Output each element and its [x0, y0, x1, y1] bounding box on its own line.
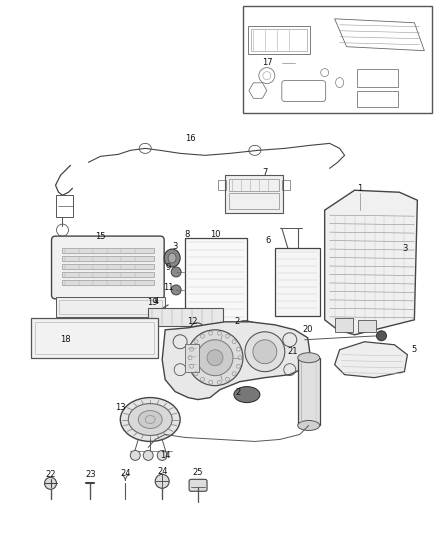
- Bar: [218, 180, 226, 190]
- Bar: [298, 358, 320, 425]
- Ellipse shape: [253, 340, 277, 364]
- Polygon shape: [325, 190, 417, 335]
- Text: 22: 22: [45, 470, 56, 479]
- Text: 16: 16: [185, 134, 195, 143]
- Bar: [357, 91, 399, 107]
- Text: 20: 20: [303, 325, 313, 334]
- Bar: [63, 264, 154, 269]
- Text: 3: 3: [403, 244, 408, 253]
- Ellipse shape: [171, 285, 181, 295]
- Ellipse shape: [157, 450, 167, 461]
- Ellipse shape: [130, 450, 140, 461]
- Bar: [357, 69, 399, 86]
- Bar: [225, 175, 283, 213]
- Bar: [229, 193, 279, 209]
- Ellipse shape: [155, 474, 169, 488]
- Text: 4: 4: [154, 297, 159, 306]
- Ellipse shape: [233, 321, 257, 335]
- Text: 10: 10: [210, 230, 220, 239]
- Bar: [251, 29, 307, 51]
- Bar: [229, 179, 279, 191]
- FancyBboxPatch shape: [189, 479, 207, 491]
- Text: 1: 1: [357, 184, 362, 193]
- Ellipse shape: [171, 267, 181, 277]
- Bar: [243, 6, 432, 114]
- Text: 7: 7: [262, 168, 268, 177]
- Bar: [63, 256, 154, 261]
- Text: 2: 2: [235, 388, 240, 397]
- Text: 11: 11: [163, 284, 173, 293]
- Bar: [357, 320, 375, 332]
- Text: 8: 8: [184, 230, 190, 239]
- Ellipse shape: [45, 478, 57, 489]
- Text: 5: 5: [412, 345, 417, 354]
- Bar: [185, 344, 199, 372]
- Ellipse shape: [138, 410, 162, 429]
- Text: 12: 12: [187, 317, 198, 326]
- Ellipse shape: [120, 398, 180, 441]
- Bar: [335, 318, 353, 332]
- Bar: [59, 300, 162, 314]
- Ellipse shape: [389, 249, 406, 267]
- Bar: [275, 248, 320, 316]
- Text: 24: 24: [120, 469, 131, 478]
- Ellipse shape: [298, 421, 320, 431]
- Bar: [185, 238, 247, 326]
- Ellipse shape: [143, 450, 153, 461]
- Bar: [148, 308, 223, 326]
- Polygon shape: [162, 322, 310, 400]
- Ellipse shape: [393, 253, 401, 263]
- Text: 17: 17: [262, 58, 273, 67]
- Ellipse shape: [377, 331, 386, 341]
- Polygon shape: [335, 342, 407, 378]
- Text: 18: 18: [60, 335, 71, 344]
- Text: 19: 19: [147, 298, 158, 308]
- Text: 21: 21: [287, 347, 298, 356]
- FancyBboxPatch shape: [52, 236, 164, 299]
- Text: 25: 25: [193, 468, 203, 477]
- Bar: [248, 26, 310, 54]
- Bar: [63, 280, 154, 285]
- Bar: [63, 272, 154, 277]
- Ellipse shape: [168, 253, 176, 263]
- Text: 9: 9: [166, 263, 171, 272]
- Bar: [31, 318, 158, 358]
- Text: 2: 2: [234, 317, 240, 326]
- Bar: [282, 180, 290, 190]
- Ellipse shape: [187, 330, 243, 385]
- Ellipse shape: [207, 350, 223, 366]
- Ellipse shape: [234, 386, 260, 402]
- Text: 6: 6: [265, 236, 271, 245]
- Text: 24: 24: [157, 467, 167, 476]
- Text: 15: 15: [95, 232, 106, 240]
- Bar: [56, 297, 165, 317]
- Text: 3: 3: [173, 241, 178, 251]
- Text: 14: 14: [160, 451, 170, 460]
- Ellipse shape: [298, 353, 320, 362]
- Bar: [63, 248, 154, 253]
- Ellipse shape: [128, 403, 172, 435]
- Ellipse shape: [245, 332, 285, 372]
- Ellipse shape: [197, 340, 233, 376]
- Ellipse shape: [164, 249, 180, 267]
- Text: 23: 23: [85, 470, 96, 479]
- Bar: [35, 322, 154, 354]
- Text: 13: 13: [115, 403, 126, 412]
- Bar: [56, 195, 74, 217]
